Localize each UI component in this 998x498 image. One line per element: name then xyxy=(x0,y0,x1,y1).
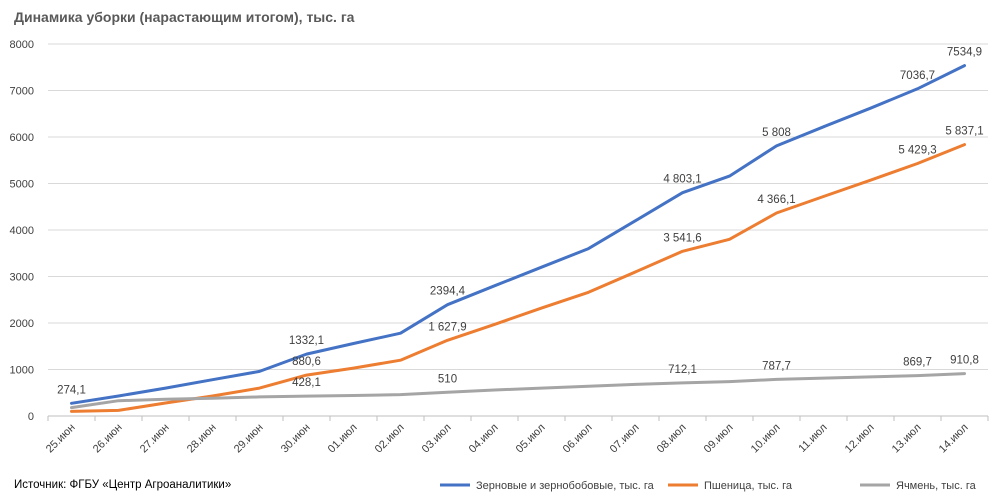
x-tick-label: 12.июл xyxy=(843,422,877,456)
y-tick-label: 8000 xyxy=(10,39,34,51)
y-tick-label: 0 xyxy=(28,411,34,423)
y-tick-label: 2000 xyxy=(10,318,34,330)
y-tick-label: 5000 xyxy=(10,179,34,191)
legend-entry: Ячмень, тыс. га xyxy=(896,480,977,492)
x-tick-label: 07.июл xyxy=(608,422,642,456)
x-tick-label: 30.июн xyxy=(279,422,313,456)
x-tick-label: 02.июл xyxy=(373,422,407,456)
data-label: 5 429,3 xyxy=(898,145,936,157)
data-label: 4 803,1 xyxy=(663,174,701,186)
x-tick-label: 28.июн xyxy=(185,422,219,456)
data-label: 880,6 xyxy=(292,356,321,368)
x-tick-label: 03.июл xyxy=(420,422,454,456)
x-tick-label: 09.июл xyxy=(702,422,736,456)
series-line-2 xyxy=(70,143,966,413)
x-tick-label: 05.июл xyxy=(514,422,548,456)
y-tick-label: 6000 xyxy=(10,132,34,144)
data-label: 274,1 xyxy=(57,384,86,396)
data-label: 4 366,1 xyxy=(757,194,795,206)
data-label: 5 837,1 xyxy=(945,126,983,138)
series-line-3 xyxy=(70,372,966,410)
x-tick-label: 29.июн xyxy=(232,422,266,456)
data-label: 1332,1 xyxy=(289,335,324,347)
x-tick-label: 25.июн xyxy=(44,422,78,456)
data-label: 910,8 xyxy=(950,355,979,367)
data-label: 2394,4 xyxy=(430,286,466,298)
x-tick-label: 26.июн xyxy=(91,422,125,456)
data-label: 7534,9 xyxy=(947,47,982,59)
legend-entry: Пшеница, тыс. га xyxy=(704,480,793,492)
data-label: 712,1 xyxy=(668,364,697,376)
x-tick-label: 01.июл xyxy=(326,422,360,456)
x-tick-label: 06.июл xyxy=(561,422,595,456)
chart-title: Динамика уборки (нарастающим итогом), ты… xyxy=(14,9,355,25)
x-tick-label: 04.июл xyxy=(467,422,501,456)
y-tick-label: 7000 xyxy=(10,86,34,98)
x-tick-label: 14.июл xyxy=(937,422,971,456)
x-tick-label: 08.июл xyxy=(655,422,689,456)
legend-entry: Зерновые и зернобобовые, тыс. га xyxy=(476,480,655,492)
data-label: 5 808 xyxy=(762,127,791,139)
data-label: 869,7 xyxy=(903,357,932,369)
y-tick-label: 4000 xyxy=(10,225,34,237)
x-tick-label: 10.июл xyxy=(749,422,783,456)
x-tick-label: 27.июн xyxy=(138,422,172,456)
x-tick-label: 13.июл xyxy=(890,422,924,456)
source-note: Источник: ФГБУ «Центр Агроаналитики» xyxy=(14,479,232,491)
x-tick-label: 11.июл xyxy=(796,422,829,455)
y-tick-label: 3000 xyxy=(10,272,34,284)
data-label: 1 627,9 xyxy=(428,321,466,333)
data-label: 510 xyxy=(438,373,457,385)
data-label: 428,1 xyxy=(292,377,321,389)
y-tick-label: 1000 xyxy=(10,365,34,377)
data-label: 7036,7 xyxy=(900,70,935,82)
series-line-1 xyxy=(70,64,966,405)
data-label: 787,7 xyxy=(762,360,791,372)
data-label: 3 541,6 xyxy=(663,232,701,244)
